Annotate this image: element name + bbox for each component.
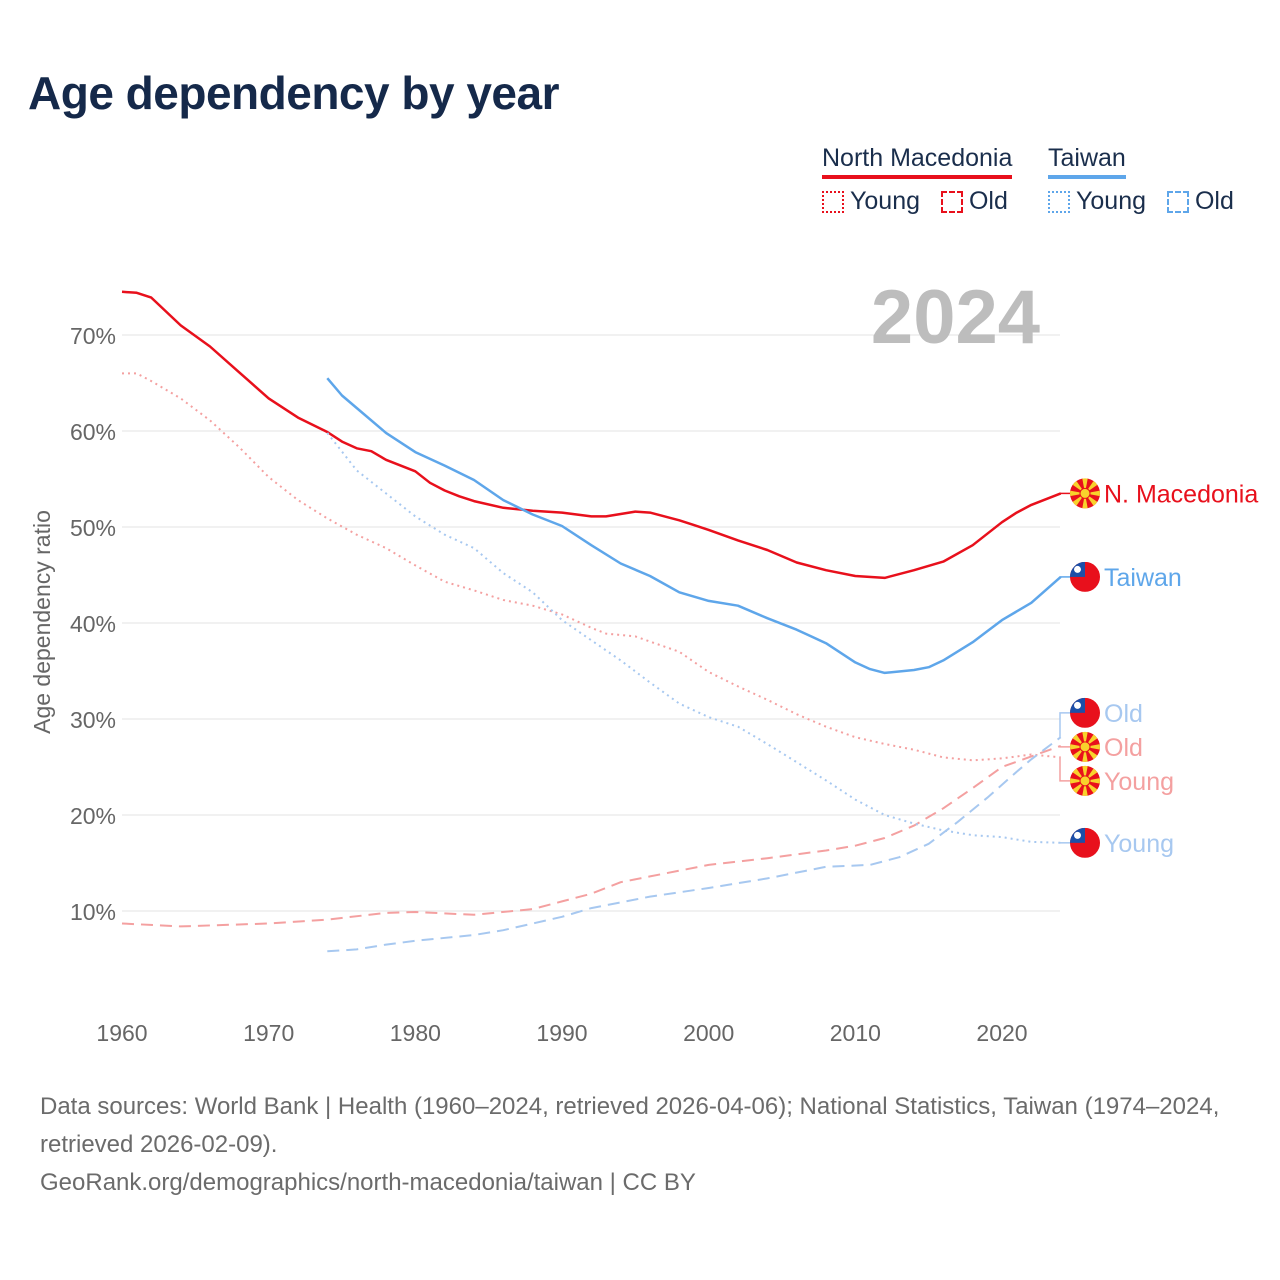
y-tick-label: 70%	[70, 323, 116, 349]
data-sources: Data sources: World Bank | Health (1960–…	[40, 1093, 1220, 1158]
end-label-text: N. Macedonia	[1104, 480, 1258, 508]
label-connector	[1059, 745, 1073, 748]
footer: Data sources: World Bank | Health (1960–…	[40, 1088, 1250, 1202]
flag-sun	[1074, 701, 1081, 709]
flag-ray	[1085, 777, 1100, 785]
x-tick-label: 2010	[830, 1020, 881, 1046]
x-tick-label: 2020	[976, 1020, 1027, 1046]
flag-ray	[1081, 780, 1089, 796]
label-connector	[1059, 757, 1073, 782]
end-label-text: Taiwan	[1104, 564, 1182, 592]
flag-sun	[1074, 565, 1081, 573]
y-tick-label: 10%	[70, 899, 116, 925]
dashed-swatch-icon	[1166, 190, 1189, 213]
year-watermark: 2024	[871, 275, 1040, 360]
flag-sun	[1074, 831, 1081, 839]
flag-body	[1070, 478, 1100, 509]
series-line-north-macedonia	[121, 290, 1062, 580]
x-tick-label: 1970	[243, 1020, 294, 1046]
flag-sun	[1079, 741, 1091, 753]
flag-ray	[1081, 731, 1089, 747]
north-macedonia-flag-icon	[1070, 765, 1100, 796]
flag-sun	[1079, 487, 1091, 499]
legend-item-old[interactable]: Old	[940, 187, 1008, 216]
flag-ray	[1085, 743, 1100, 751]
legend-north-macedonia: North Macedonia Young Old	[822, 144, 1022, 220]
end-label-text: Young	[1104, 830, 1174, 858]
attribution-link[interactable]: GeoRank.org/demographics/north-macedonia…	[40, 1169, 696, 1196]
legend-item-old[interactable]: Old	[1166, 187, 1234, 216]
flag-ray	[1070, 489, 1085, 497]
end-label-taiwan: Taiwan	[1060, 561, 1182, 592]
end-label-taiwan-young: Young	[1060, 827, 1174, 858]
legend-item-young[interactable]: Young	[1048, 187, 1146, 216]
end-label-text: Young	[1104, 768, 1174, 796]
flag-ray	[1081, 478, 1089, 494]
flag-body	[1070, 827, 1100, 858]
y-tick-label: 30%	[70, 707, 116, 733]
legend-label: Young	[850, 187, 920, 215]
end-label-north-macedonia-young: Young	[1059, 757, 1174, 796]
series-line-taiwan-young	[326, 432, 1061, 844]
legend-item-young[interactable]: Young	[822, 187, 920, 216]
x-tick-label: 1980	[390, 1020, 441, 1046]
dashed-swatch-icon	[940, 190, 963, 213]
taiwan-flag-icon	[1070, 827, 1100, 858]
end-label-text: Old	[1104, 734, 1143, 762]
flag-body	[1070, 697, 1100, 728]
dotted-swatch-icon	[822, 190, 844, 213]
flag-ray	[1081, 765, 1089, 781]
end-label-text: Old	[1104, 700, 1143, 728]
y-tick-label: 50%	[70, 515, 116, 541]
y-tick-label: 20%	[70, 803, 116, 829]
flag-body	[1070, 765, 1100, 796]
label-connector	[1059, 712, 1073, 738]
dotted-swatch-icon	[1048, 190, 1070, 213]
legend-label: Young	[1076, 187, 1146, 215]
flag-body	[1070, 561, 1100, 592]
series-line-north-macedonia-old	[121, 744, 1062, 928]
chart-title: Age dependency by year	[28, 67, 559, 119]
legend-label: Old	[1194, 187, 1234, 215]
x-tick-label: 2000	[683, 1020, 734, 1046]
end-label-taiwan-old: Old	[1059, 697, 1143, 738]
x-tick-label: 1960	[96, 1020, 147, 1046]
y-tick-label: 40%	[70, 611, 116, 637]
legend-group-title: Taiwan	[1048, 144, 1126, 179]
end-label-north-macedonia: N. Macedonia	[1060, 478, 1258, 509]
legend-label: Old	[968, 187, 1008, 215]
north-macedonia-flag-icon	[1070, 731, 1100, 762]
y-tick-label: 60%	[70, 419, 116, 445]
series-line-taiwan	[326, 377, 1062, 675]
flag-ray	[1070, 777, 1085, 785]
taiwan-flag-icon	[1070, 561, 1100, 592]
line-chart: 10% 20% 30% 40% 50% 60% 70% 1960 1970 1980 1990 200…	[29, 275, 1258, 1046]
flag-body	[1070, 731, 1100, 762]
flag-ray	[1081, 493, 1089, 509]
north-macedonia-flag-icon	[1070, 478, 1100, 509]
flag-ray	[1085, 489, 1100, 497]
flag-ray	[1070, 743, 1085, 751]
taiwan-flag-icon	[1070, 697, 1100, 728]
series-line-taiwan-old	[327, 736, 1062, 953]
legend-group-title: North Macedonia	[822, 144, 1013, 179]
y-axis-label: Age dependency ratio	[29, 510, 55, 734]
end-label-north-macedonia-old: Old	[1059, 731, 1143, 762]
x-tick-label: 1990	[536, 1020, 587, 1046]
series-line-north-macedonia-young	[122, 372, 1061, 762]
flag-sun	[1079, 775, 1091, 787]
legend-taiwan: Taiwan Young Old	[1048, 144, 1248, 220]
flag-ray	[1081, 746, 1089, 762]
